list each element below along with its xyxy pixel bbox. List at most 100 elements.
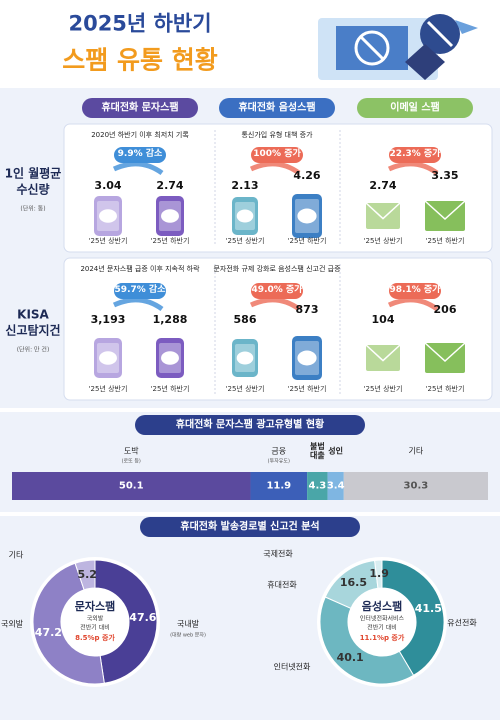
segment-value: 4.3	[308, 480, 327, 492]
row-panel	[63, 257, 493, 401]
center-highlight: 11.1%p 증가	[359, 634, 405, 643]
change-label: 98.1% 증가	[389, 285, 441, 296]
slice-value: 5.2	[77, 567, 97, 581]
segment-value: 11.9	[266, 480, 292, 492]
phone-bubble	[161, 351, 179, 365]
column-header: 휴대전화 문자스팸	[101, 102, 179, 114]
change-label: 100% 증가	[253, 149, 301, 160]
row-unit: (단위: 통)	[20, 205, 46, 213]
phone-bubble	[99, 351, 117, 365]
donut-slice	[374, 559, 383, 589]
change-label: 49.0% 증가	[251, 285, 303, 296]
value-after: 3.35	[431, 168, 459, 182]
slice-value: 40.1	[336, 650, 364, 664]
row-panel	[63, 123, 493, 253]
column-header: 휴대전화 음성스팸	[238, 102, 316, 114]
value-before: 3.04	[94, 178, 122, 192]
phone-bubble	[236, 351, 254, 365]
bar-segment	[12, 472, 251, 500]
section-title: 휴대전화 발송경로별 신고건 분석	[180, 521, 320, 533]
change-pill	[251, 283, 303, 299]
change-arrow	[112, 297, 164, 312]
segment-value: 50.1	[118, 480, 144, 492]
category-label: 기타	[408, 446, 424, 456]
value-before: 586	[233, 312, 257, 326]
slice-value: 47.2	[34, 626, 62, 640]
column-header: 이메일 스팸	[390, 102, 440, 114]
row-label: 수신량	[16, 182, 50, 197]
change-pill	[389, 147, 441, 163]
row-label: 신고탐지건	[5, 323, 61, 338]
slice-value: 41.5	[414, 602, 442, 616]
slice-label: 유선전화	[447, 618, 477, 628]
phone-bubble	[297, 350, 317, 366]
phone-bubble	[161, 209, 179, 223]
envelope-icon	[425, 343, 465, 373]
bar-segment	[307, 472, 328, 500]
row-label: KISA	[17, 307, 49, 322]
center-line: 전반기 대비	[367, 624, 397, 632]
row-label: 1인 월평균	[4, 166, 62, 181]
category-label: 성인	[328, 446, 344, 456]
row-unit: (단위: 만 건)	[16, 346, 50, 354]
change-label: 9.9% 감소	[117, 149, 163, 160]
center-line: 인터넷전화서비스	[359, 615, 405, 623]
slice-label: 국제전화	[263, 549, 293, 559]
envelope-icon	[425, 201, 465, 231]
change-label: 22.3% 증가	[389, 149, 441, 160]
period-label: '25년 상반기	[225, 237, 265, 246]
change-pill	[114, 147, 166, 163]
value-before: 104	[371, 312, 395, 326]
value-before: 2.13	[231, 178, 259, 192]
envelope-flap	[424, 342, 466, 363]
period-label: '25년 하반기	[425, 385, 465, 394]
slice-label: 국내발	[176, 619, 200, 629]
change-arrow	[112, 161, 164, 176]
change-arrow	[249, 161, 301, 176]
slice-value: 16.5	[339, 576, 367, 590]
slice-value: 47.6	[129, 611, 157, 625]
value-after: 2.74	[156, 178, 184, 192]
segment-value: 30.3	[403, 480, 429, 492]
cell-note: 문자전화 규제 강화로 음성스팸 신고건 급증	[213, 265, 341, 274]
category-sublabel: (로또 등)	[121, 458, 141, 465]
category-label: 금융	[271, 446, 287, 456]
donut-center	[349, 589, 415, 655]
value-before: 2.74	[369, 178, 397, 192]
change-pill	[114, 283, 166, 299]
envelope-flap	[365, 344, 401, 362]
center-line: 전반기 대비	[80, 624, 110, 632]
bar-segment	[250, 472, 308, 500]
period-label: '25년 하반기	[425, 237, 465, 246]
bar-segment	[343, 472, 488, 500]
change-arrow	[387, 297, 439, 312]
slice-label: 국외발	[0, 619, 24, 629]
period-label: '25년 하반기	[287, 237, 327, 246]
title: 2025년 하반기	[68, 11, 212, 36]
period-label: '25년 상반기	[88, 237, 128, 246]
category-label: 도박	[123, 446, 139, 456]
cell-note: 통신가입 유형 대책 증가	[241, 131, 313, 140]
period-label: '25년 하반기	[287, 385, 327, 394]
value-after: 4.26	[293, 168, 321, 182]
segment-value: 3.4	[326, 480, 345, 492]
change-pill	[389, 283, 441, 299]
envelope-icon	[366, 203, 400, 229]
donut-slice	[32, 562, 105, 685]
column-header-bg	[219, 98, 335, 118]
donut-slice	[319, 596, 415, 685]
donut-slice	[74, 559, 96, 591]
envelope-flap	[424, 200, 466, 221]
section-title: 휴대전화 문자스팸 광고유형별 현황	[175, 419, 325, 431]
period-label: '25년 상반기	[225, 385, 265, 394]
phone-bubble	[297, 208, 317, 224]
change-arrow	[387, 161, 439, 176]
envelope-icon	[366, 345, 400, 371]
change-pill	[251, 147, 303, 163]
column-header-bg	[357, 98, 473, 118]
period-label: '25년 상반기	[88, 385, 128, 394]
value-before: 3,193	[90, 312, 126, 326]
donut-slice	[381, 559, 445, 677]
phone-bubble	[99, 209, 117, 223]
